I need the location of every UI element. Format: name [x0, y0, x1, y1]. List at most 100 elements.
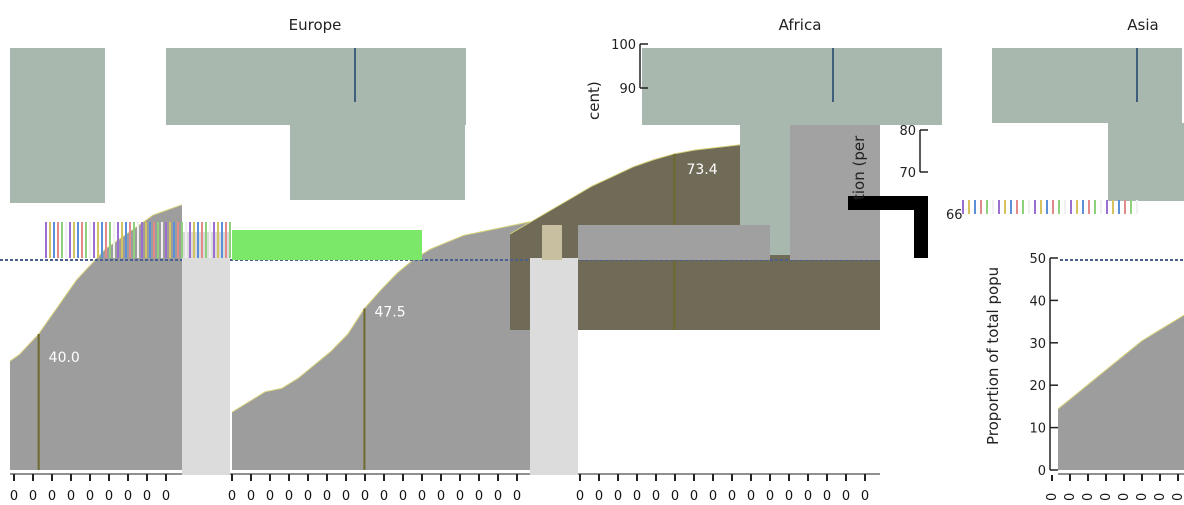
stripe-band-right	[1082, 200, 1084, 214]
overlay-block-1	[166, 48, 466, 125]
stripe-band-right	[1088, 200, 1090, 214]
x-tick-label: 0	[380, 489, 388, 504]
overlay-block-15	[620, 40, 642, 120]
y-axis-fragment-top-tick-label: 90	[619, 82, 636, 97]
stripe-band-right	[1040, 200, 1042, 214]
stripe-band-left	[181, 222, 183, 258]
stripe-band-left	[105, 222, 107, 258]
stripe-band-right	[1100, 200, 1102, 214]
stripe-band-left	[185, 222, 187, 258]
dark-artifact-bar	[848, 196, 914, 210]
annotation-66: 66	[946, 208, 963, 223]
stripe-band-left	[53, 222, 55, 258]
x-tick-label: 0	[86, 489, 94, 504]
area-edge-series-3	[1056, 314, 1184, 411]
x-tick-label: 0	[247, 489, 255, 504]
x-tick-label: 0	[595, 489, 603, 504]
stripe-band-right	[1130, 200, 1132, 214]
stripe-band-left	[81, 222, 83, 258]
stripe-band-left	[57, 222, 59, 258]
area-edge-series-1	[231, 221, 531, 413]
x-tick-label: 0	[1117, 493, 1132, 501]
stripe-band-left	[109, 222, 111, 258]
stripe-band-left	[221, 222, 223, 258]
x-tick-label: 0	[1099, 493, 1114, 501]
stripe-band-right	[962, 200, 964, 214]
stripe-band-right	[1028, 200, 1030, 214]
stripe-band-right	[1118, 200, 1120, 214]
stripe-band-left	[61, 222, 63, 258]
stripe-band-left	[137, 222, 139, 258]
stripe-band-left	[89, 222, 91, 258]
x-tick-label: 0	[671, 489, 679, 504]
x-tick-label: 0	[652, 489, 660, 504]
stripe-band-left	[149, 222, 151, 258]
stripe-band-left	[113, 222, 115, 258]
x-tick-label: 0	[162, 489, 170, 504]
value-label-layer: 40.0 47.5 73.4 66	[49, 162, 963, 366]
overlay-block-7	[1108, 123, 1184, 201]
x-tick-label: 0	[861, 489, 869, 504]
x-tick-label: 0	[614, 489, 622, 504]
y-axis-main-tick-label: 0	[1038, 464, 1046, 479]
stripe-band-left	[201, 222, 203, 258]
stripe-band-left	[133, 222, 135, 258]
x-tick-label: 0	[124, 489, 132, 504]
x-tick-label: 0	[228, 489, 236, 504]
stripe-band-right	[1076, 200, 1078, 214]
x-tick-label: 0	[513, 489, 521, 504]
stripe-band-left	[165, 222, 167, 258]
stripe-band-left	[225, 222, 227, 258]
stripe-band-left	[145, 222, 147, 258]
x-tick-label: 0	[804, 489, 812, 504]
stripe-band-left	[177, 222, 179, 258]
stripe-band-left	[209, 222, 211, 258]
overlay-block-4	[642, 48, 942, 125]
x-tick-label: 0	[105, 489, 113, 504]
stripe-band-left	[117, 222, 119, 258]
panel-title-asia: Asia	[1127, 16, 1158, 34]
stripe-band-left	[153, 222, 155, 258]
stripe-band-left	[229, 222, 231, 258]
x-tick-label: 0	[266, 489, 274, 504]
overlay-block-8	[790, 125, 880, 260]
y-axis-main-tick-label: 50	[1029, 252, 1046, 267]
x-tick-label: 0	[67, 489, 75, 504]
x-tick-label: 0	[494, 489, 502, 504]
overlay-block-6	[992, 48, 1182, 123]
x-tick-label: 0	[399, 489, 407, 504]
stripe-band-left	[141, 222, 143, 258]
stripe-band-left	[157, 222, 159, 258]
x-tick-label: 0	[10, 489, 18, 504]
x-tick-label: 0	[323, 489, 331, 504]
stripe-band-right	[1010, 200, 1012, 214]
y-axis-main-tick-label: 40	[1029, 294, 1046, 309]
stripe-band-right	[1094, 200, 1096, 214]
stripe-band-right	[1046, 200, 1048, 214]
x-tick-label: 0	[728, 489, 736, 504]
stripe-band-left	[121, 222, 123, 258]
x-tick-label: 0	[304, 489, 312, 504]
x-tick-label: 0	[143, 489, 151, 504]
stripe-band-left	[97, 222, 99, 258]
stripe-band-left	[213, 222, 215, 258]
stripe-band-left	[101, 222, 103, 258]
x-tick-label: 0	[709, 489, 717, 504]
y-axis-fragment-mid-tick-label: 80	[899, 124, 916, 139]
value-label-series-0: 40.0	[49, 350, 80, 366]
stripe-band-left	[217, 222, 219, 258]
stripe-band-left	[197, 222, 199, 258]
stripe-band-right	[1070, 200, 1072, 214]
overlay-block-layer	[10, 40, 1184, 475]
stripe-band-right	[1058, 200, 1060, 214]
y-axis-main-tick-label: 20	[1029, 379, 1046, 394]
x-tick-label: 0	[576, 489, 584, 504]
x-tick-label: 0	[633, 489, 641, 504]
x-tick-label: 0	[456, 489, 464, 504]
stripe-band-right	[974, 200, 976, 214]
stripe-band-right	[986, 200, 988, 214]
value-label-series-1: 47.5	[374, 305, 405, 321]
x-tick-label: 0	[1153, 493, 1168, 501]
y-axis-title-fragment-top: cent)	[585, 81, 603, 120]
stripe-band-left	[45, 222, 47, 258]
